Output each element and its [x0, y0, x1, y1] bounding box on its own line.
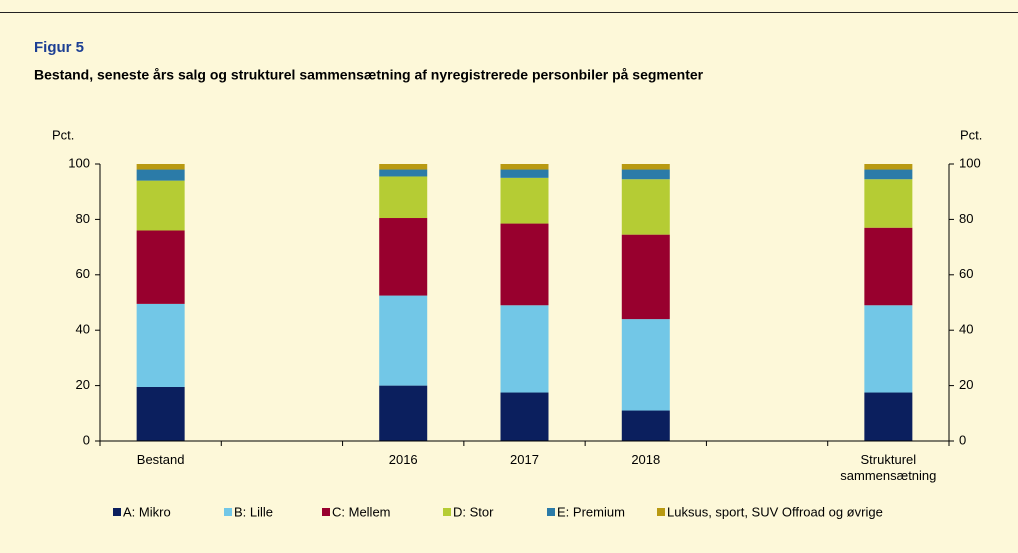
bar-segment	[500, 177, 549, 224]
bar-segment	[136, 164, 185, 170]
bar-segment	[136, 180, 185, 231]
y2-axis-label: Pct.	[960, 127, 982, 142]
bar-segment	[621, 179, 670, 235]
bar-segment	[500, 305, 549, 393]
bar-segment	[864, 164, 913, 170]
legend-label: B: Lille	[234, 504, 273, 519]
x-tick-label: Strukturel sammensætning	[840, 452, 937, 483]
y-tick-label: 60	[76, 266, 90, 281]
legend-label: D: Stor	[453, 504, 494, 519]
y-tick-label: 100	[68, 155, 90, 170]
chart-title: Bestand, seneste års salg og strukturel …	[34, 67, 704, 83]
bar-segment	[864, 305, 913, 393]
y2-tick-label: 80	[959, 211, 973, 226]
legend-swatch	[443, 508, 451, 516]
y2-tick-label: 60	[959, 266, 973, 281]
bar-segment	[621, 410, 670, 441]
bar-segment	[136, 169, 185, 181]
bar-segment	[621, 164, 670, 170]
y-tick-label: 20	[76, 377, 90, 392]
x-tick-label: 2016	[388, 452, 418, 467]
figure-label: Figur 5	[34, 39, 84, 56]
bar-segment	[621, 234, 670, 320]
bar-segment	[621, 169, 670, 180]
bar-segment	[379, 295, 428, 386]
bar-segment	[379, 176, 428, 219]
bar-segment	[136, 230, 185, 304]
y2-tick-label: 0	[959, 432, 966, 447]
x-tick-label: 2017	[510, 452, 539, 467]
bar-segment	[136, 303, 185, 387]
legend-swatch	[322, 508, 330, 516]
x-tick-label: 2018	[631, 452, 661, 467]
y2-tick-label: 20	[959, 377, 973, 392]
legend-label: A: Mikro	[123, 504, 171, 519]
bar-segment	[379, 218, 428, 296]
bar-segment	[864, 227, 913, 306]
bar-segment	[621, 319, 670, 411]
legend-swatch	[657, 508, 665, 516]
legend-label: E: Premium	[557, 504, 625, 519]
y-tick-label: 0	[83, 432, 90, 447]
bar-segment	[379, 169, 428, 177]
y2-tick-label: 40	[959, 322, 973, 337]
bar-segment	[500, 169, 549, 178]
x-tick-label: Bestand	[136, 452, 185, 467]
legend-swatch	[547, 508, 555, 516]
bar-segment	[500, 392, 549, 441]
bar-segment	[379, 385, 428, 441]
bar-segment	[136, 386, 185, 441]
legend-swatch	[113, 508, 121, 516]
y-tick-label: 40	[76, 322, 90, 337]
legend-swatch	[224, 508, 232, 516]
legend-label: C: Mellem	[332, 504, 391, 519]
y-tick-label: 80	[76, 211, 90, 226]
bar-segment	[379, 164, 428, 170]
bar-segment	[500, 223, 549, 306]
y-axis-label: Pct.	[52, 127, 74, 142]
bar-segment	[864, 169, 913, 180]
y2-tick-label: 100	[959, 155, 981, 170]
bar-segment	[864, 392, 913, 441]
legend-label: Luksus, sport, SUV Offroad og øvrige	[667, 504, 883, 519]
bar-segment	[500, 164, 549, 170]
bar-segment	[864, 179, 913, 228]
